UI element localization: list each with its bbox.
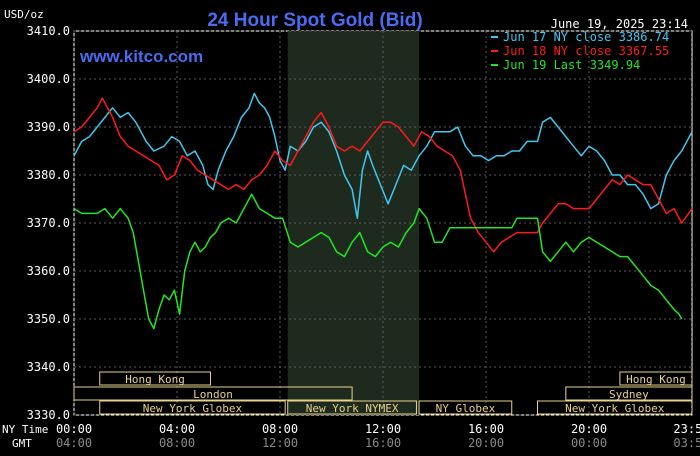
y-tick-label: 3340.0	[27, 360, 70, 374]
grid	[73, 30, 692, 416]
x-tick-label-ny: 04:00	[159, 422, 195, 436]
y-tick-label: 3410.0	[27, 24, 70, 38]
series-lines	[73, 92, 693, 330]
session-label: New York Globex	[565, 402, 665, 415]
x-tick-label-gmt: 00:00	[571, 436, 607, 450]
session-label: Hong Kong	[125, 373, 185, 386]
session-label: Hong Kong	[626, 373, 686, 386]
session-label: New York Globex	[143, 402, 243, 415]
x-tick-label-ny: 08:00	[262, 422, 298, 436]
session-box	[99, 371, 211, 386]
y-tick-label: 3350.0	[27, 312, 70, 326]
x-tick-label-gmt: 12:00	[262, 436, 298, 450]
session-box	[565, 386, 693, 401]
x-tick-label-gmt: 03:59	[673, 436, 700, 450]
units-label: USD/oz	[4, 8, 44, 21]
x-tick-label-ny: 23:59	[673, 422, 700, 436]
x-tick-label-ny: 16:00	[468, 422, 504, 436]
series-line	[73, 92, 693, 219]
session-box	[99, 400, 286, 415]
session-label: NY Globex	[436, 402, 496, 415]
legend-entry: Jun 17 NY close 3386.74	[503, 30, 669, 44]
chart-title: 24 Hour Spot Gold (Bid)	[207, 10, 422, 31]
series-line	[73, 97, 693, 253]
timestamp: June 19, 2025 23:14	[551, 17, 688, 31]
gmt-label: GMT	[12, 437, 32, 450]
x-tick-label-ny: 20:00	[571, 422, 607, 436]
x-tick-label-gmt: 04:00	[56, 436, 92, 450]
x-tick-label-ny: 12:00	[365, 422, 401, 436]
y-tick-label: 3390.0	[27, 120, 70, 134]
y-tick-label: 3360.0	[27, 264, 70, 278]
session-label: London	[193, 388, 233, 401]
y-tick-label: 3380.0	[27, 168, 70, 182]
y-tick-label: 3400.0	[27, 72, 70, 86]
session-label: Sydney	[609, 388, 649, 401]
series-line	[73, 193, 683, 330]
session-box	[619, 371, 693, 386]
y-tick-label: 3370.0	[27, 216, 70, 230]
y-axis: 3330.0 3340.0 3350.0 3360.0 3370.0 3380.0 3390…	[27, 24, 70, 422]
legend-entry: Jun 19 Last 3349.94	[503, 58, 640, 72]
ny-time-label: NY Time	[2, 423, 48, 436]
session-box	[287, 400, 417, 415]
x-tick-label-gmt: 08:00	[159, 436, 195, 450]
legend-entry: Jun 18 NY close 3367.55	[503, 44, 669, 58]
x-tick-label-gmt: 16:00	[365, 436, 401, 450]
session-box	[537, 400, 693, 415]
y-tick-label: 3330.0	[27, 408, 70, 422]
session-box	[73, 386, 353, 401]
session-label: New York NYMEX	[306, 402, 399, 415]
x-axis: 00:0004:0008:0012:0016:0020:0023:5904:00…	[56, 422, 700, 450]
x-tick-label-gmt: 20:00	[468, 436, 504, 450]
session-box	[418, 400, 513, 415]
x-tick-label-ny: 00:00	[56, 422, 92, 436]
brand-watermark: www.kitco.com	[79, 47, 203, 66]
